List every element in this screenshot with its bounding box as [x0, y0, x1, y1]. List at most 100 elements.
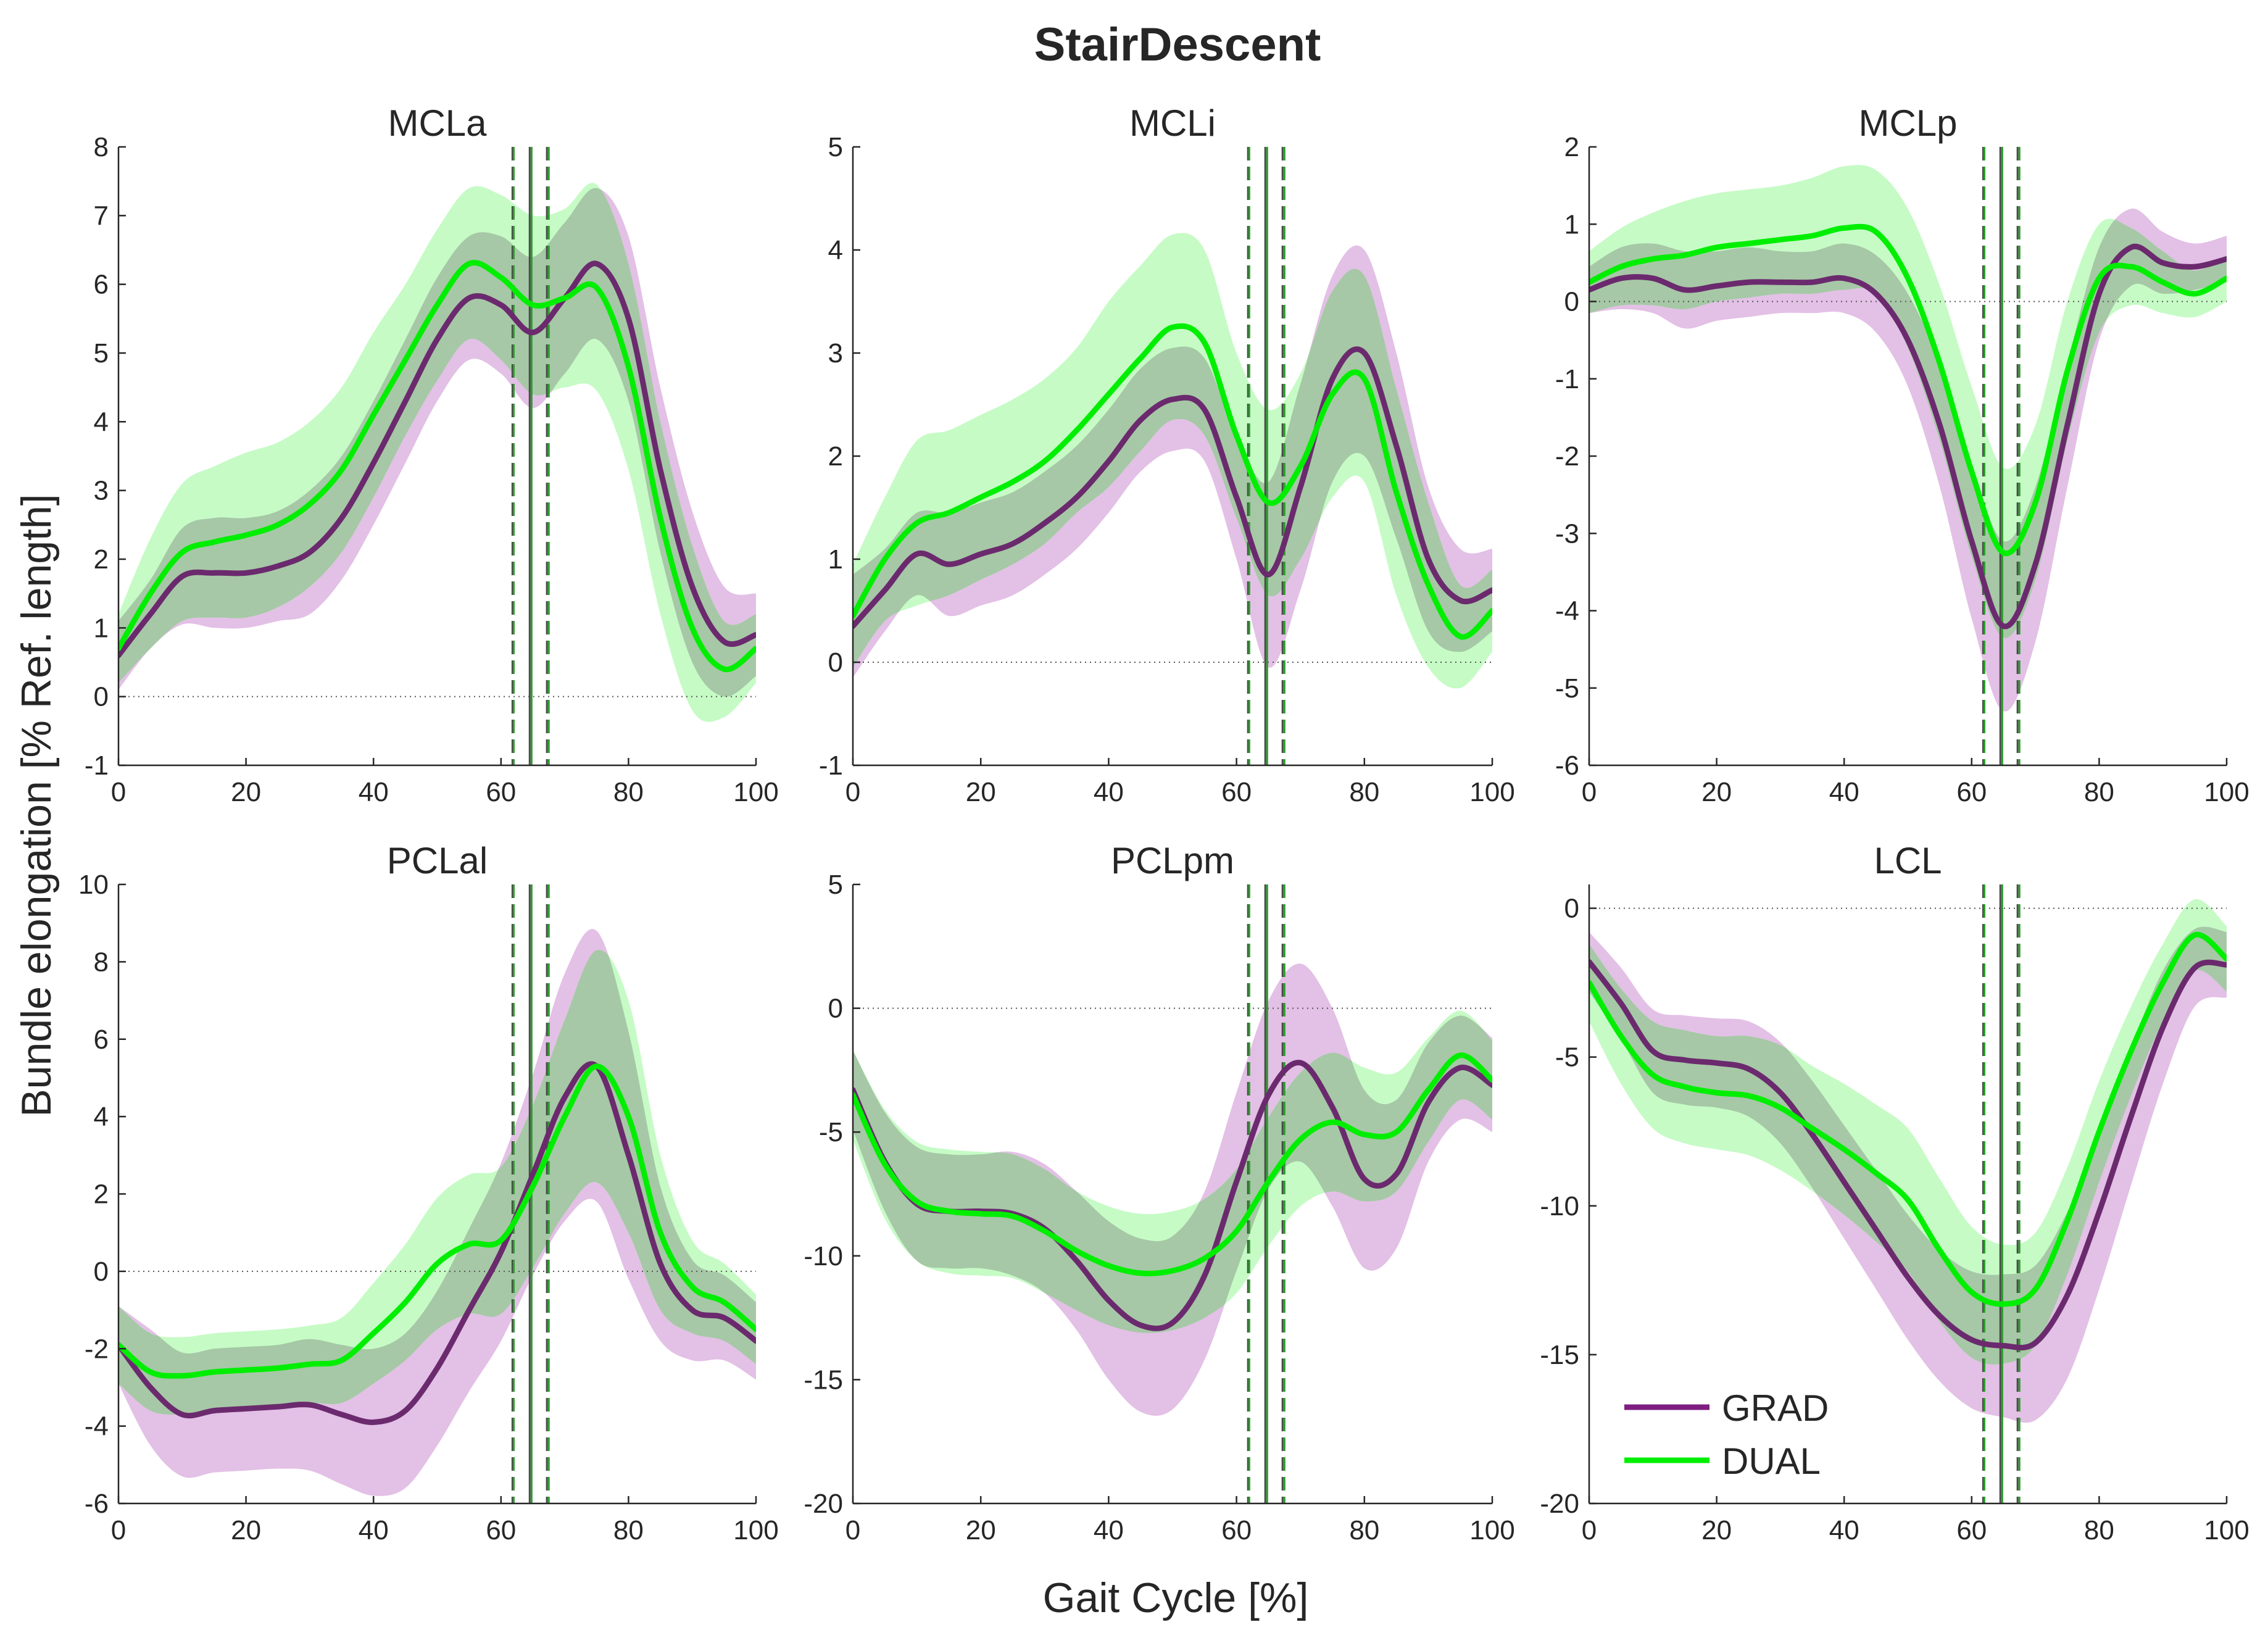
y-tick-label: -1 — [1555, 364, 1579, 394]
x-tick-label: 100 — [1469, 1515, 1514, 1545]
subplot-pclpm: 0 20 40 60 80 100 -20 -15 -10 -5 0 5 PCLpm — [804, 840, 1514, 1545]
x-tick-label: 0 — [111, 1515, 126, 1545]
y-tick-label: 7 — [94, 201, 109, 231]
y-tick-label: 5 — [94, 338, 109, 368]
y-tick-label: 0 — [828, 647, 843, 678]
y-tick-label: 2 — [94, 1179, 109, 1210]
x-tick-label: 40 — [1094, 777, 1124, 807]
subplot-mclp: 0 20 40 60 80 100 -6 -5 -4 -3 -2 -1 0 1 2 MCLp — [1555, 102, 2249, 807]
y-tick-label: -6 — [1555, 751, 1579, 781]
y-tick-label: -3 — [1555, 518, 1579, 549]
y-tick-label: 1 — [94, 613, 109, 643]
x-tick-label: 20 — [966, 1515, 996, 1545]
x-tick-label: 20 — [1701, 1515, 1732, 1545]
y-tick-label: 2 — [94, 544, 109, 575]
dual-mean-line — [118, 260, 756, 673]
y-tick-label: 5 — [828, 132, 843, 162]
dual-mean-line — [853, 1052, 1492, 1276]
x-tick-label: 100 — [1469, 777, 1514, 807]
y-tick-label: -2 — [85, 1334, 109, 1364]
x-tick-label: 100 — [2204, 777, 2249, 807]
dual-mean-line — [1589, 931, 2227, 1307]
figure-xlabel: Gait Cycle [%] — [1043, 1574, 1309, 1621]
x-tick-label: 60 — [486, 777, 516, 807]
x-tick-label: 20 — [1701, 777, 1732, 807]
subplot-title: PCLal — [387, 840, 488, 881]
legend: GRAD DUAL — [1624, 1387, 1829, 1482]
x-tick-label: 80 — [1349, 1515, 1379, 1545]
subplot-title: LCL — [1874, 840, 1942, 881]
y-tick-label: -15 — [1540, 1340, 1579, 1370]
grad-mean-line — [853, 346, 1492, 629]
x-tick-label: 60 — [486, 1515, 516, 1545]
grad-mean-line — [118, 260, 756, 659]
x-tick-label: 100 — [733, 777, 778, 807]
y-tick-label: 8 — [94, 947, 109, 977]
grad-mean-line — [118, 1061, 756, 1425]
y-tick-label: 2 — [828, 441, 843, 472]
y-tick-label: -10 — [1540, 1191, 1579, 1221]
dual-mean-line — [118, 1063, 756, 1379]
x-tick-label: 80 — [613, 777, 644, 807]
x-tick-label: 20 — [231, 777, 261, 807]
subplot-pclal: 0 20 40 60 80 100 -6 -4 -2 0 2 4 6 8 10 PCLal — [78, 840, 779, 1545]
x-tick-label: 100 — [2204, 1515, 2249, 1545]
legend-label-grad: GRAD — [1722, 1387, 1829, 1429]
x-tick-label: 60 — [1221, 777, 1252, 807]
figure-ylabel: Bundle elongation [% Ref. length] — [13, 494, 60, 1116]
y-tick-label: 4 — [94, 407, 109, 437]
y-tick-label: 3 — [828, 338, 843, 368]
y-tick-label: 1 — [1564, 209, 1579, 239]
x-tick-label: 40 — [1829, 1515, 1859, 1545]
overlap-sd-band — [853, 245, 1492, 678]
y-tick-label: -10 — [804, 1241, 843, 1271]
plot-area — [1589, 147, 2227, 765]
y-tick-label: 0 — [94, 1257, 109, 1287]
y-tick-label: 10 — [78, 870, 109, 900]
grad-mean-line — [1589, 958, 2227, 1350]
x-tick-label: 40 — [1829, 777, 1859, 807]
figure-title: StairDescent — [1034, 19, 1321, 71]
legend-label-dual: DUAL — [1722, 1441, 1821, 1482]
y-tick-label: -20 — [804, 1489, 843, 1519]
overlap-sd-band — [118, 188, 756, 697]
x-tick-label: 60 — [1956, 777, 1987, 807]
x-tick-label: 0 — [1582, 1515, 1597, 1545]
x-tick-label: 40 — [359, 777, 389, 807]
x-tick-label: 100 — [733, 1515, 778, 1545]
x-tick-label: 60 — [1221, 1515, 1252, 1545]
x-tick-label: 80 — [1349, 777, 1379, 807]
x-tick-label: 0 — [845, 777, 860, 807]
y-tick-label: 6 — [94, 1025, 109, 1055]
y-tick-label: -5 — [1555, 673, 1579, 704]
subplot-title: MCLi — [1129, 102, 1216, 144]
subplot-lcl: 0 20 40 60 80 100 -20 -15 -10 -5 0 LCL — [1540, 840, 2249, 1545]
y-tick-label: 1 — [828, 544, 843, 575]
x-tick-label: 0 — [1582, 777, 1597, 807]
x-tick-label: 20 — [231, 1515, 261, 1545]
y-tick-label: 0 — [1564, 894, 1579, 924]
grad-mean-line — [1589, 243, 2227, 630]
overlap-sd-band — [853, 1010, 1492, 1333]
x-tick-label: 40 — [359, 1515, 389, 1545]
dual-mean-line — [1589, 223, 2227, 557]
x-tick-label: 80 — [613, 1515, 644, 1545]
y-tick-label: -1 — [85, 751, 109, 781]
subplot-title: MCLp — [1858, 102, 1957, 144]
y-tick-label: -5 — [1555, 1042, 1579, 1073]
y-tick-label: -2 — [1555, 441, 1579, 472]
subplot-title: PCLpm — [1111, 840, 1234, 881]
y-tick-label: -5 — [819, 1117, 843, 1147]
y-tick-label: -15 — [804, 1365, 843, 1395]
x-tick-label: 80 — [2084, 1515, 2114, 1545]
plot-area — [853, 884, 1492, 1503]
y-tick-label: -4 — [85, 1412, 109, 1442]
y-tick-label: 0 — [828, 994, 843, 1024]
x-tick-label: 60 — [1956, 1515, 1987, 1545]
x-tick-label: 0 — [845, 1515, 860, 1545]
y-tick-label: 5 — [828, 870, 843, 900]
